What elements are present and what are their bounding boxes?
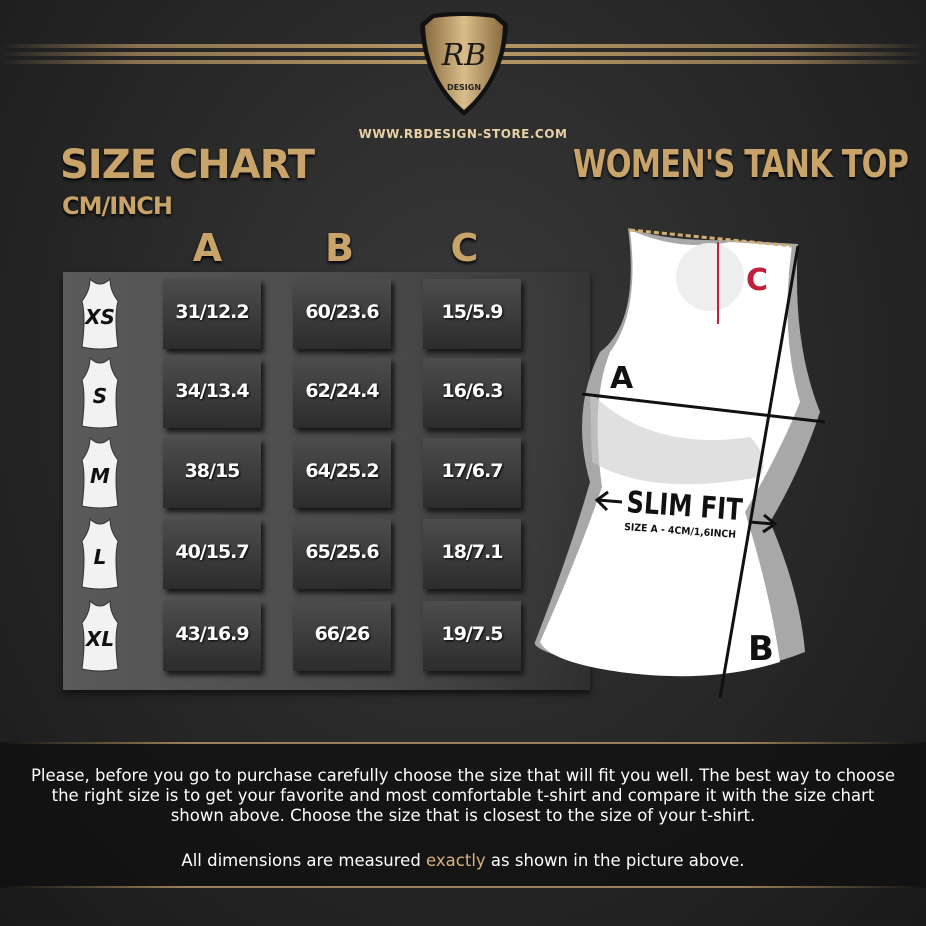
cell-xl-a: 43/16.9 [163,601,261,671]
cell-l-a: 40/15.7 [163,519,261,589]
cell-value: 34/13.4 [175,380,249,402]
size-icon-xl: XL [76,599,124,673]
cell-s-c: 16/6.3 [423,358,521,428]
cell-xs-c: 15/5.9 [423,279,521,349]
size-label: M [90,464,110,488]
cell-value: 40/15.7 [175,541,249,563]
note-line-1: Please, before you go to purchase carefu… [30,766,895,785]
size-icon-l: L [76,517,124,591]
measure-b-label: B [748,629,774,669]
cell-l-b: 65/25.6 [293,519,391,589]
cell-m-b: 64/25.2 [293,438,391,508]
cell-xs-a: 31/12.2 [163,279,261,349]
logo-monogram: RB [441,38,487,73]
units-label: CM/INCH [62,192,173,220]
cell-value: 43/16.9 [175,623,249,645]
cell-value: 62/24.4 [305,380,379,402]
cell-value: 19/7.5 [441,623,503,645]
tank-top-diagram: C A B SLIM FIT SIZE A - 4CM/1,6INCH [530,222,840,702]
size-label: S [92,384,108,408]
cell-xl-c: 19/7.5 [423,601,521,671]
store-url: WWW.RBDESIGN-STORE.COM [358,127,568,141]
note-line-4: All dimensions are measured exactly as s… [181,851,745,870]
column-header-a: A [192,226,222,270]
cell-value: 15/5.9 [441,301,503,323]
cell-value: 17/6.7 [441,460,503,482]
arrow-left-icon [594,490,623,512]
highlight-exactly: exactly [426,851,486,870]
note-line-3: shown above. Choose the size that is clo… [170,806,756,825]
size-label: XS [85,305,115,329]
size-label: XL [85,627,115,651]
cell-value: 31/12.2 [175,301,249,323]
cell-value: 66/26 [314,623,371,645]
cell-xl-b: 66/26 [293,601,391,671]
column-header-b: B [325,226,354,270]
brand-logo: RB DESIGN [418,10,510,118]
page-title: SIZE CHART [60,142,315,188]
size-icon-m: M [76,436,124,510]
cell-l-c: 18/7.1 [423,519,521,589]
cell-value: 38/15 [184,460,241,482]
cell-m-a: 38/15 [163,438,261,508]
logo-text: DESIGN [447,83,481,92]
product-title: WOMEN'S TANK TOP [573,142,909,186]
fit-label: SLIM FIT [625,485,744,528]
size-icon-s: S [76,356,124,430]
arrow-right-icon [749,513,778,534]
cell-value: 18/7.1 [441,541,503,563]
info-band [0,742,926,888]
cell-value: 16/6.3 [441,380,503,402]
measure-c-label: C [746,263,768,298]
cell-s-b: 62/24.4 [293,358,391,428]
cell-value: 65/25.6 [305,541,379,563]
size-icon-xs: XS [76,277,124,351]
size-label: L [93,545,107,569]
cell-value: 64/25.2 [305,460,379,482]
cell-m-c: 17/6.7 [423,438,521,508]
cell-xs-b: 60/23.6 [293,279,391,349]
note-line-2: the right size is to get your favorite a… [51,786,875,805]
column-header-c: C [450,226,479,270]
cell-s-a: 34/13.4 [163,358,261,428]
cell-value: 60/23.6 [305,301,379,323]
measure-a-label: A [610,361,634,396]
